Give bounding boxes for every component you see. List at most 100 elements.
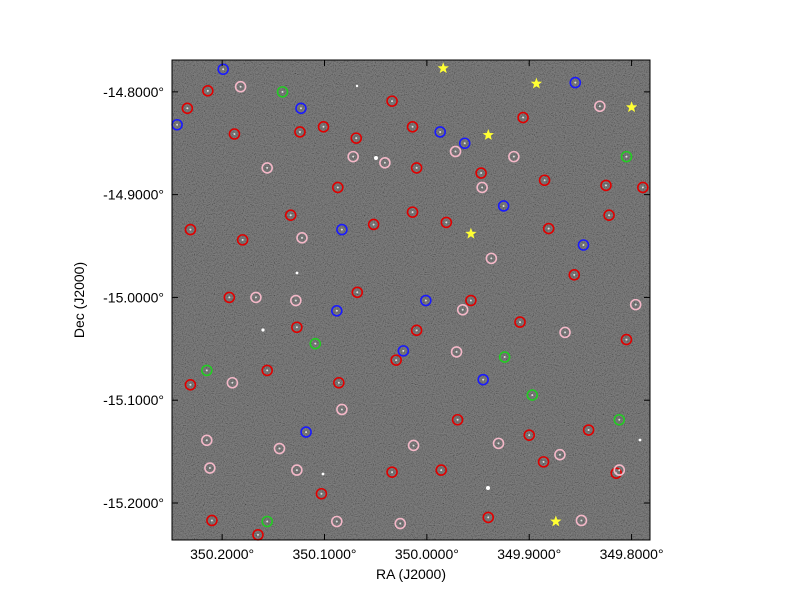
marker-center xyxy=(266,166,269,169)
circle-marker xyxy=(449,145,462,158)
y-tick-label: -14.9000° xyxy=(103,187,164,203)
circle-marker xyxy=(367,218,380,231)
marker-center xyxy=(355,137,358,140)
star-marker xyxy=(465,227,477,239)
circle-marker xyxy=(294,126,306,138)
marker-center xyxy=(281,90,284,93)
circle-marker xyxy=(347,150,359,163)
circle-marker xyxy=(202,85,214,97)
circle-marker xyxy=(526,389,539,401)
marker-center xyxy=(456,418,459,421)
circle-marker xyxy=(410,324,423,337)
circle-marker xyxy=(350,132,363,144)
circle-marker xyxy=(295,102,307,115)
circle-marker xyxy=(629,298,642,311)
circle-marker xyxy=(284,209,297,222)
circle-marker xyxy=(542,222,555,235)
y-tick-label: -14.8000° xyxy=(103,84,164,100)
marker-center xyxy=(502,204,505,207)
marker-center xyxy=(512,155,515,158)
circle-marker xyxy=(450,346,463,358)
marker-center xyxy=(564,331,567,334)
circle-marker xyxy=(386,95,398,107)
marker-center xyxy=(399,522,402,525)
marker-center xyxy=(604,184,607,187)
marker-center xyxy=(233,133,236,136)
circle-marker xyxy=(637,181,649,194)
y-tick-label: -15.0000° xyxy=(103,289,164,305)
marker-center xyxy=(528,434,531,437)
circle-marker xyxy=(261,515,273,528)
marker-center xyxy=(176,123,179,126)
marker-center xyxy=(189,383,192,386)
marker-center xyxy=(186,107,189,110)
circle-marker xyxy=(184,378,197,391)
circle-marker xyxy=(217,63,229,76)
circle-marker xyxy=(537,456,550,468)
marker-center xyxy=(402,349,405,352)
circle-marker xyxy=(250,291,262,304)
x-tick-label: 350.2000° xyxy=(190,546,254,562)
marker-center xyxy=(336,186,339,189)
circle-marker xyxy=(300,426,312,438)
star-marker xyxy=(625,101,638,113)
circle-marker xyxy=(276,86,289,98)
y-axis-label: Dec (J2000) xyxy=(71,262,87,338)
marker-center xyxy=(440,469,443,472)
marker-center xyxy=(222,68,225,71)
y-tick-label: -15.2000° xyxy=(103,495,164,511)
circle-marker xyxy=(206,514,218,527)
marker-center xyxy=(340,228,343,231)
marker-center xyxy=(205,439,208,442)
circle-marker xyxy=(582,424,595,436)
marker-center xyxy=(634,303,637,306)
circle-marker xyxy=(332,181,344,194)
y-tick-label: -15.1000° xyxy=(103,392,164,408)
marker-center xyxy=(497,442,500,445)
marker-center xyxy=(189,228,192,231)
circle-marker xyxy=(613,413,626,426)
circle-marker xyxy=(420,294,432,307)
circle-marker xyxy=(434,126,446,138)
marker-center xyxy=(463,142,466,145)
circle-marker xyxy=(498,351,511,363)
circle-marker xyxy=(577,239,590,251)
circle-marker xyxy=(226,376,239,389)
marker-center xyxy=(228,296,231,299)
circle-marker xyxy=(291,321,303,334)
marker-center xyxy=(295,326,298,329)
bright-stars xyxy=(261,84,642,490)
marker-center xyxy=(210,519,213,522)
marker-center xyxy=(337,381,340,384)
marker-center xyxy=(294,299,297,302)
marker-center xyxy=(372,223,375,226)
marker-center xyxy=(542,460,545,463)
marker-center xyxy=(208,467,211,470)
circle-marker xyxy=(184,223,197,236)
marker-center xyxy=(254,296,257,299)
circle-marker xyxy=(315,487,328,500)
circle-marker xyxy=(406,206,419,218)
marker-center xyxy=(573,273,576,276)
marker-center xyxy=(469,299,472,302)
circle-marker xyxy=(296,232,308,244)
marker-center xyxy=(480,172,483,175)
marker-center xyxy=(412,444,415,447)
star-marker xyxy=(550,515,562,527)
circle-marker xyxy=(261,162,273,174)
star-marker xyxy=(482,129,494,140)
circle-marker xyxy=(475,167,487,179)
marker-center xyxy=(289,214,292,217)
circle-marker xyxy=(514,316,526,328)
circle-marker xyxy=(594,100,606,113)
x-tick-label: 349.8000° xyxy=(600,546,664,562)
marker-center xyxy=(608,214,611,217)
marker-center xyxy=(266,369,269,372)
marker-center xyxy=(574,81,577,84)
circle-marker xyxy=(538,174,551,187)
circle-marker xyxy=(386,466,398,478)
marker-center xyxy=(598,105,601,108)
marker-center xyxy=(241,238,244,241)
circle-marker xyxy=(351,286,364,299)
marker-center xyxy=(415,329,418,332)
